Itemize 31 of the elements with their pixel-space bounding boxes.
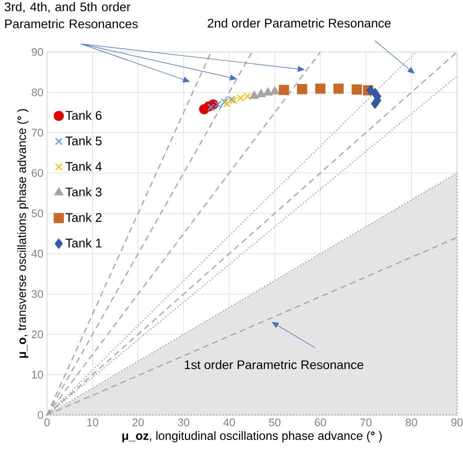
y-tick-label: 40: [31, 250, 44, 258]
x-axis-title: μ_oz, longitudinal oscillations phase advance (° ): [122, 431, 382, 442]
legend-label: Tank 5: [66, 136, 102, 146]
annotation: 1st order Parametric Resonance: [184, 360, 364, 370]
x-tick-label: 10: [87, 418, 98, 426]
y-tick-label: 60: [32, 169, 44, 177]
x-tick-label: 30: [178, 418, 190, 426]
legend-label: Tank 1: [66, 238, 102, 248]
y-tick-label: 70: [32, 128, 44, 137]
legend-label: Tank 4: [66, 162, 102, 171]
x-tick-label: 0: [44, 418, 50, 426]
x-tick-label: 20: [132, 418, 144, 426]
y-tick-label: 90: [32, 48, 44, 56]
x-tick-label: 60: [314, 418, 326, 426]
legend-label: Tank 3: [66, 187, 102, 196]
x-tick-label: 70: [360, 418, 372, 426]
y-axis-title: μ_o, transverse oscillations phase advance (° ): [17, 109, 28, 358]
x-tick-label: 50: [269, 418, 280, 426]
y-tick-label: 30: [32, 290, 44, 298]
x-tick-label: 90: [451, 418, 463, 426]
y-tick-label: 80: [32, 88, 44, 96]
legend-label: Tank 6: [66, 110, 102, 120]
x-tick-label: 80: [406, 418, 418, 426]
text: 2nd order Parametric Resonance: [208, 18, 391, 28]
y-tick-label: 20: [32, 330, 44, 338]
annotation: 3rd, 4th, and 5th order Parametric Resonances: [4, 2, 138, 28]
y-tick-label: 0: [38, 411, 44, 419]
y-tick-label: 50: [32, 209, 44, 218]
y-tick-label: 10: [32, 370, 44, 379]
x-tick-label: 40: [223, 418, 235, 426]
legend-label: Tank 2: [66, 212, 102, 222]
